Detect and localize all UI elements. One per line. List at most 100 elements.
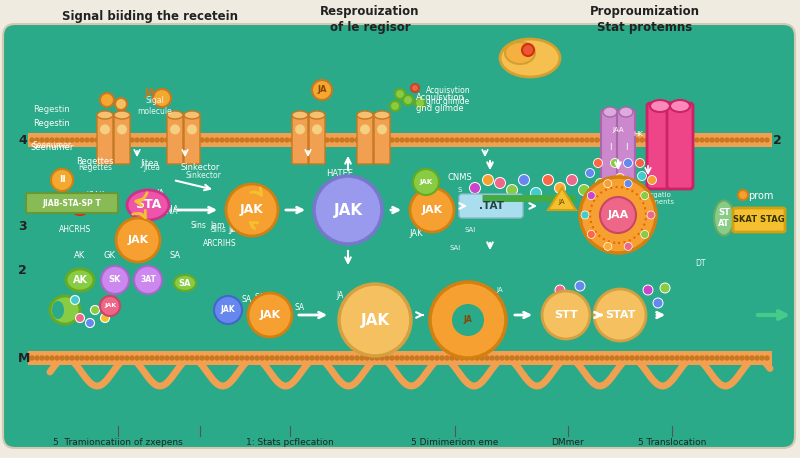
- Text: -ISAK: -ISAK: [84, 193, 106, 202]
- Circle shape: [580, 356, 584, 360]
- Circle shape: [314, 176, 382, 244]
- Circle shape: [420, 356, 424, 360]
- Circle shape: [340, 356, 344, 360]
- Text: 1: Stats pcflecation: 1: Stats pcflecation: [246, 438, 334, 447]
- Circle shape: [635, 158, 645, 168]
- Circle shape: [425, 356, 429, 360]
- Circle shape: [765, 356, 769, 360]
- Circle shape: [585, 356, 589, 360]
- Circle shape: [643, 285, 653, 295]
- Circle shape: [685, 356, 689, 360]
- Circle shape: [635, 138, 639, 142]
- Circle shape: [490, 138, 494, 142]
- Circle shape: [339, 284, 411, 356]
- Text: M: M: [18, 351, 30, 365]
- Circle shape: [545, 138, 549, 142]
- Circle shape: [230, 356, 234, 360]
- Circle shape: [520, 138, 524, 142]
- Text: Regettes: Regettes: [76, 158, 114, 167]
- Circle shape: [240, 138, 244, 142]
- Circle shape: [260, 138, 264, 142]
- Text: AK: AK: [74, 251, 86, 261]
- Circle shape: [610, 356, 614, 360]
- Text: SA: SA: [178, 278, 191, 288]
- Circle shape: [75, 313, 85, 322]
- Circle shape: [530, 356, 534, 360]
- Circle shape: [440, 138, 444, 142]
- Circle shape: [40, 138, 44, 142]
- Ellipse shape: [170, 125, 180, 134]
- Circle shape: [460, 356, 464, 360]
- Circle shape: [134, 266, 162, 294]
- Circle shape: [550, 138, 554, 142]
- Circle shape: [170, 138, 174, 142]
- Circle shape: [100, 93, 114, 107]
- Circle shape: [90, 356, 94, 360]
- Circle shape: [170, 356, 174, 360]
- Circle shape: [567, 293, 577, 303]
- Circle shape: [495, 138, 499, 142]
- Text: Jitea: Jitea: [141, 158, 159, 168]
- Circle shape: [715, 356, 719, 360]
- Circle shape: [615, 356, 619, 360]
- FancyArrowPatch shape: [250, 188, 262, 195]
- Circle shape: [542, 174, 554, 185]
- Circle shape: [600, 138, 604, 142]
- Circle shape: [270, 138, 274, 142]
- Circle shape: [101, 313, 110, 322]
- Circle shape: [65, 138, 69, 142]
- Text: SI: SI: [472, 197, 478, 203]
- Circle shape: [710, 356, 714, 360]
- Text: 4: 4: [18, 133, 26, 147]
- Circle shape: [607, 189, 617, 197]
- Circle shape: [600, 197, 636, 233]
- Ellipse shape: [50, 296, 80, 324]
- Circle shape: [535, 356, 539, 360]
- Circle shape: [360, 138, 364, 142]
- Circle shape: [225, 138, 229, 142]
- Circle shape: [645, 138, 649, 142]
- Circle shape: [540, 356, 544, 360]
- Circle shape: [390, 356, 394, 360]
- Text: J: J: [639, 225, 641, 231]
- Circle shape: [680, 138, 684, 142]
- Circle shape: [415, 138, 419, 142]
- Circle shape: [715, 138, 719, 142]
- Circle shape: [725, 138, 729, 142]
- Circle shape: [480, 356, 484, 360]
- Circle shape: [325, 356, 329, 360]
- Circle shape: [335, 138, 339, 142]
- Circle shape: [335, 356, 339, 360]
- Text: S: S: [553, 300, 557, 306]
- Circle shape: [210, 356, 214, 360]
- Circle shape: [90, 138, 94, 142]
- Circle shape: [45, 356, 49, 360]
- Circle shape: [635, 356, 639, 360]
- Circle shape: [740, 138, 744, 142]
- Circle shape: [245, 138, 249, 142]
- Circle shape: [641, 191, 649, 200]
- Circle shape: [160, 356, 164, 360]
- Text: HK: HK: [633, 131, 643, 137]
- Circle shape: [415, 98, 425, 108]
- Circle shape: [705, 138, 709, 142]
- Circle shape: [605, 138, 609, 142]
- Circle shape: [70, 138, 74, 142]
- Circle shape: [75, 138, 79, 142]
- Circle shape: [185, 138, 189, 142]
- Circle shape: [625, 356, 629, 360]
- Circle shape: [760, 138, 764, 142]
- Circle shape: [185, 356, 189, 360]
- FancyBboxPatch shape: [601, 110, 619, 182]
- Circle shape: [760, 356, 764, 360]
- Circle shape: [665, 138, 669, 142]
- Circle shape: [245, 356, 249, 360]
- Circle shape: [485, 356, 489, 360]
- Text: JA: JA: [156, 191, 164, 200]
- Text: ST
AT: ST AT: [718, 208, 730, 228]
- Circle shape: [730, 356, 734, 360]
- Circle shape: [370, 356, 374, 360]
- Circle shape: [60, 138, 64, 142]
- Circle shape: [570, 356, 574, 360]
- Text: -ISAK: -ISAK: [85, 191, 105, 201]
